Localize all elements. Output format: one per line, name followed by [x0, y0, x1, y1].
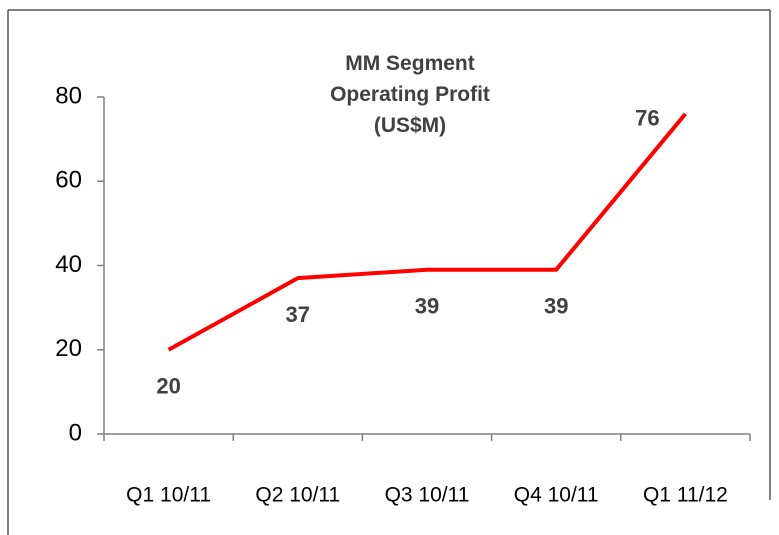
x-tick-label: Q2 10/11: [255, 484, 340, 507]
y-tick-label: 60: [55, 167, 82, 194]
y-tick-label: 80: [55, 82, 82, 109]
data-label: 39: [544, 294, 568, 319]
y-tick-label: 0: [69, 419, 82, 446]
data-label: 37: [286, 302, 310, 327]
data-label: 39: [415, 294, 439, 319]
data-label: 20: [156, 374, 180, 399]
x-tick-label: Q4 10/11: [514, 484, 599, 507]
line: [167, 112, 687, 352]
x-tick-label: Q1 10/11: [126, 484, 211, 507]
chart-title: MM Segment Operating Profit (US$M): [330, 52, 490, 137]
x-tick-label: Q1 11/12: [643, 484, 728, 507]
x-tick-label: Q3 10/11: [385, 484, 470, 507]
y-tick-label: 40: [55, 251, 82, 278]
data-label: 76: [635, 106, 659, 131]
y-tick-label: 20: [55, 335, 82, 362]
